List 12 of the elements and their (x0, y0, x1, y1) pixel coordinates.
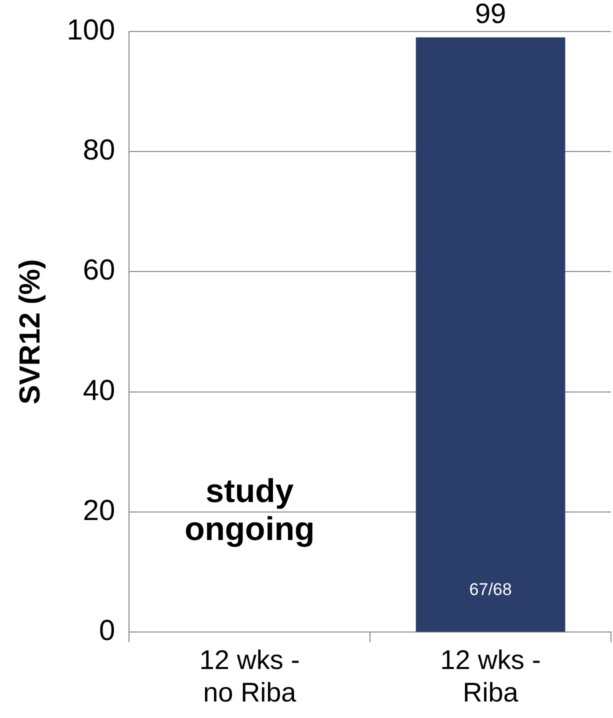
x-tick-label: 12 wks - no Riba (199, 644, 300, 708)
y-axis-title: SVR12 (%) (14, 259, 46, 404)
data-label: 99 (474, 0, 506, 30)
annotation: study ongoing (184, 472, 315, 548)
y-tick-label: 60 (82, 254, 116, 287)
y-tick-label: 0 (99, 615, 116, 648)
y-tick-label: 80 (82, 134, 116, 167)
annotation: 67/68 (469, 580, 512, 599)
y-tick-label: 20 (82, 495, 116, 528)
y-tick-label: 40 (82, 374, 116, 407)
y-tick-label: 100 (66, 14, 116, 46)
x-tick-label: 12 wks - Riba (440, 644, 541, 708)
